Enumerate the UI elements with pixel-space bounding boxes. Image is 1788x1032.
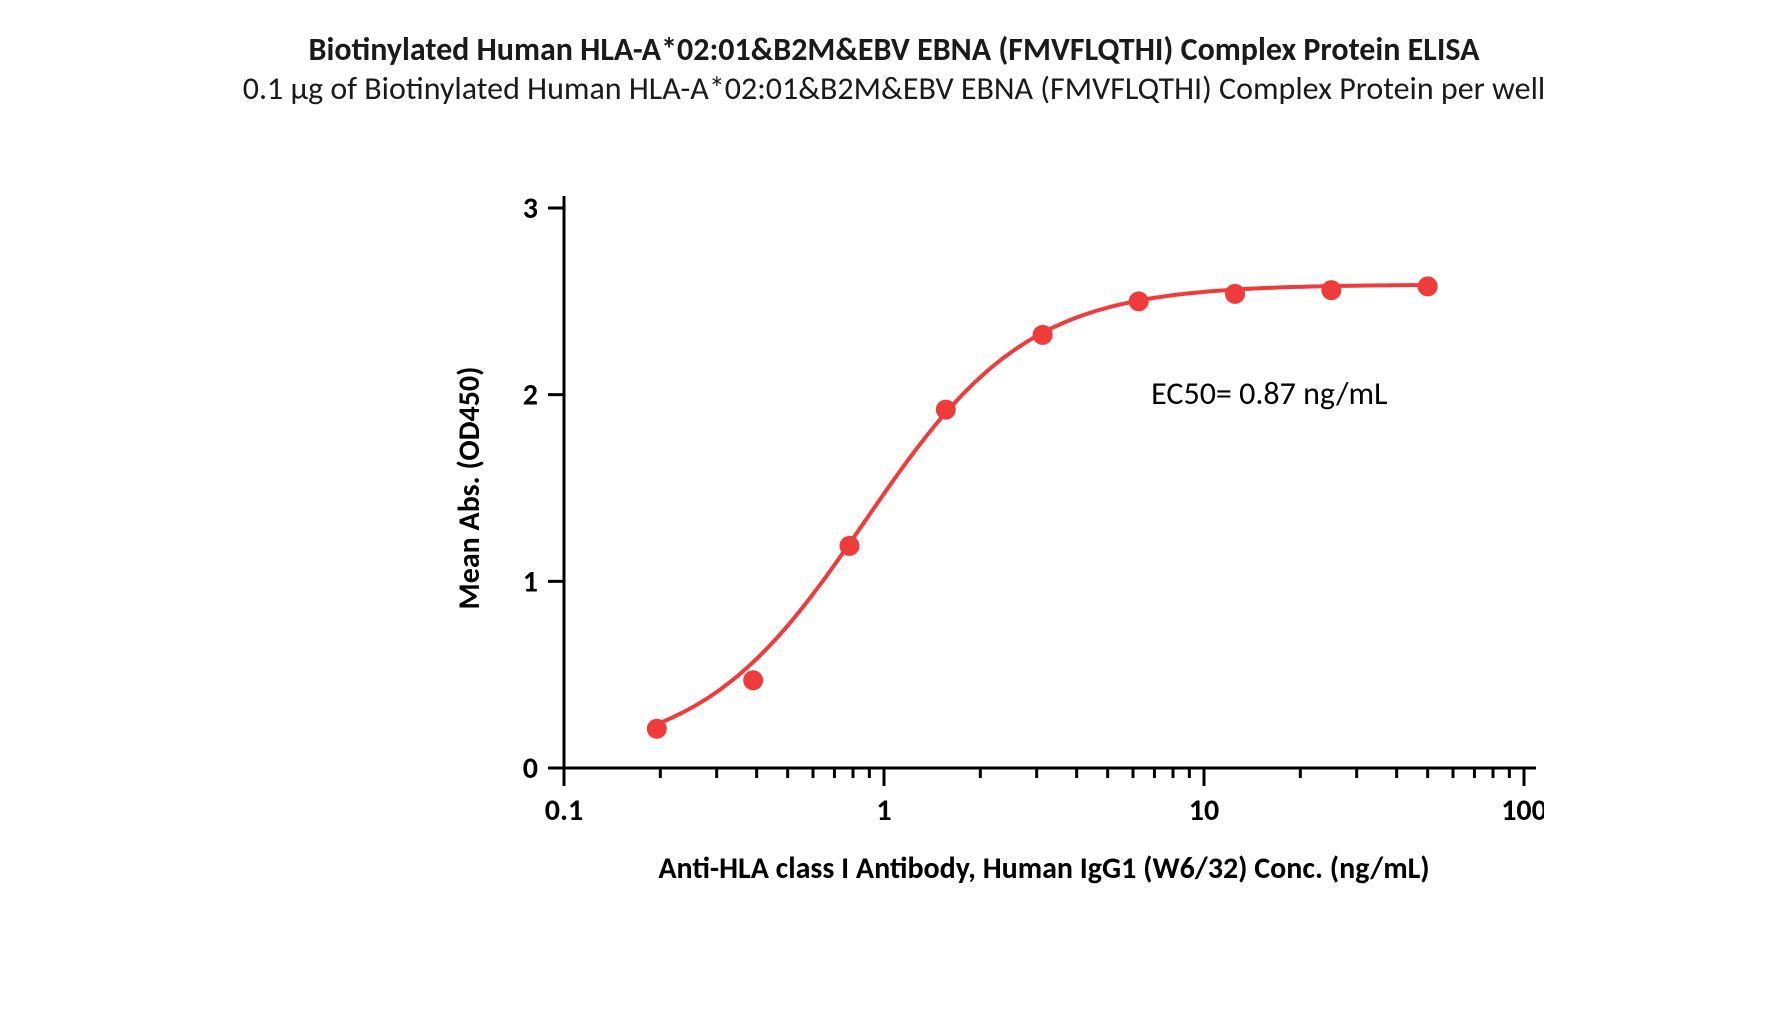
chart-area: 0 1 2 3 0.1 1 10 100 Mean Abs. (OD450) Anti-HLA c…: [244, 128, 1544, 948]
x-tick-label: 100: [1501, 792, 1544, 829]
fit-curve: [657, 285, 1428, 724]
y-tick-label: 3: [523, 190, 538, 227]
data-point: [647, 719, 667, 739]
x-axis-label: Anti-HLA class I Antibody, Human IgG1 (W…: [658, 850, 1429, 887]
data-point: [1129, 291, 1149, 311]
elisa-chart-svg: 0 1 2 3 0.1 1 10 100 Mean Abs. (OD450) Anti-HLA c…: [244, 128, 1544, 948]
y-axis-label: Mean Abs. (OD450): [451, 367, 488, 610]
data-point: [1418, 276, 1438, 296]
title-block: Biotinylated Human HLA-A*02:01&B2M&EBV E…: [243, 30, 1546, 108]
chart-subtitle: 0.1 μg of Biotinylated Human HLA-A*02:01…: [243, 69, 1546, 108]
x-tick-label: 10: [1189, 792, 1219, 829]
data-point: [1033, 325, 1053, 345]
x-tick-label: 1: [876, 792, 891, 829]
data-point: [839, 536, 859, 556]
y-tick-label: 1: [523, 563, 538, 600]
data-point: [1225, 284, 1245, 304]
data-point: [1321, 280, 1341, 300]
ec50-annotation: EC50= 0.87 ng/mL: [1151, 374, 1387, 413]
y-tick-label: 0: [523, 750, 538, 787]
figure-container: Biotinylated Human HLA-A*02:01&B2M&EBV E…: [0, 0, 1788, 1032]
x-tick-label: 0.1: [545, 792, 583, 829]
data-point: [743, 670, 763, 690]
data-point: [936, 400, 956, 420]
y-tick-label: 2: [523, 377, 538, 414]
chart-title: Biotinylated Human HLA-A*02:01&B2M&EBV E…: [243, 30, 1546, 69]
